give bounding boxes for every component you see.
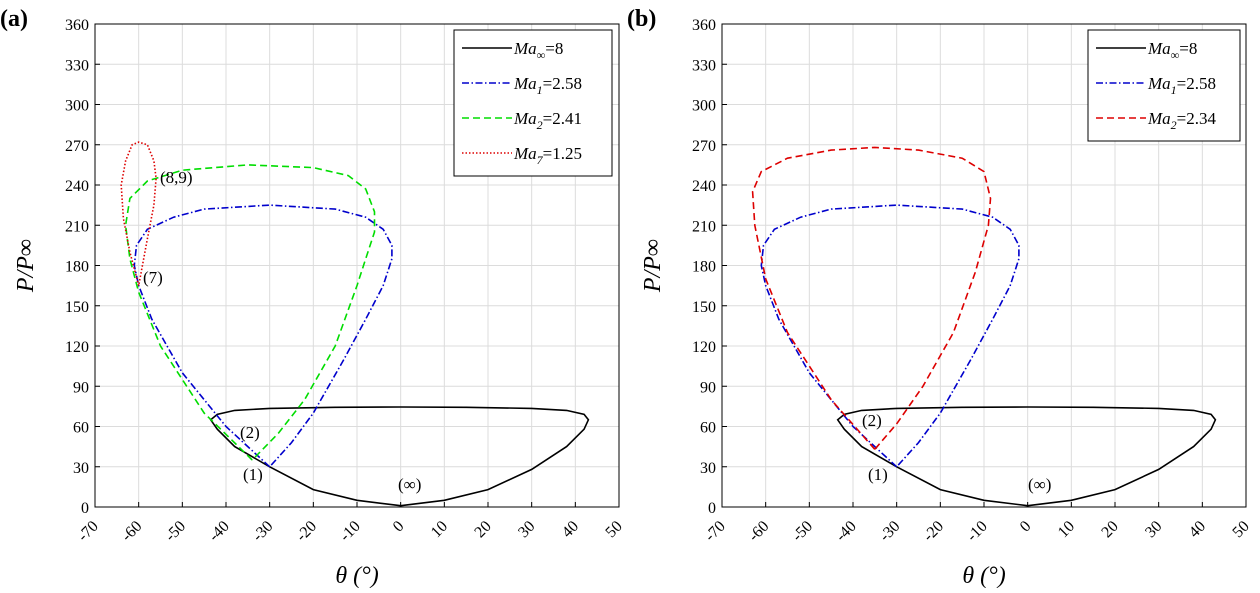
y-tick-label: 210 [692,218,716,235]
y-tick-label: 300 [65,98,89,115]
x-tick-label: -50 [162,518,189,545]
x-tick-label: -70 [702,518,729,545]
annotation: (2) [862,411,882,430]
x-tick-label: -30 [249,518,276,545]
x-axis-label: θ (°) [962,563,1005,588]
annotation: (∞) [1028,475,1051,494]
x-tick-label: -50 [789,518,816,545]
x-tick-label: 10 [1055,518,1078,541]
y-tick-label: 360 [692,17,716,34]
polar-curve [124,164,376,461]
x-tick-label: -20 [293,518,320,545]
annotation: (7) [143,268,163,287]
x-tick-label: 20 [471,518,494,541]
y-tick-label: 60 [73,420,89,437]
y-tick-label: 0 [708,500,716,517]
y-tick-label: 150 [692,299,716,316]
legend-label: Ma1=2.58 [513,74,582,97]
x-tick-label: -60 [118,518,145,545]
annotation: (1) [243,465,263,484]
polar-curve [133,204,393,468]
y-tick-label: 30 [73,460,89,477]
y-axis-label: P/P∞ [640,239,666,293]
y-tick-label: 120 [65,339,89,356]
x-tick-label: -40 [833,518,860,545]
x-axis-label: θ (°) [335,563,378,588]
polar-curve [836,406,1217,507]
y-tick-label: 180 [692,259,716,276]
legend-label: Ma7=1.25 [513,144,582,167]
annotation: (8,9) [160,168,193,187]
x-tick-label: 40 [559,518,582,541]
x-tick-label: -70 [75,518,102,545]
y-tick-label: 270 [65,138,89,155]
polar-curve [120,141,157,286]
y-tick-label: 120 [692,339,716,356]
y-tick-label: 360 [65,17,89,34]
y-tick-label: 30 [700,460,716,477]
legend-box [453,29,613,177]
y-tick-label: 60 [700,420,716,437]
y-tick-label: 210 [65,218,89,235]
y-tick-label: 90 [700,379,716,396]
x-tick-label: 10 [428,518,451,541]
legend-label: Ma1=2.58 [1147,74,1216,97]
polar-curve [209,406,590,507]
x-tick-label: 20 [1098,518,1121,541]
legend-label: Ma2=2.34 [1147,109,1217,132]
x-tick-label: 30 [1142,518,1165,541]
x-tick-label: 0 [390,518,408,536]
plot-frame [721,23,1247,508]
y-tick-label: 0 [81,500,89,517]
plot-frame [94,23,620,508]
y-tick-label: 330 [692,57,716,74]
y-tick-label: 270 [692,138,716,155]
y-tick-label: 90 [73,379,89,396]
y-tick-label: 180 [65,259,89,276]
y-tick-label: 330 [65,57,89,74]
panel-label: (a) [0,6,28,32]
x-tick-label: 30 [515,518,538,541]
x-tick-label: -20 [920,518,947,545]
y-axis-label: P/P∞ [13,239,39,293]
x-tick-label: -60 [745,518,772,545]
y-tick-label: 240 [65,178,89,195]
x-tick-label: -30 [876,518,903,545]
annotation: (1) [868,465,888,484]
x-tick-label: 40 [1186,518,1209,541]
x-tick-label: -40 [206,518,233,545]
panel-label: (b) [627,6,656,32]
polar-curve [751,146,992,450]
polar-curve [760,204,1020,468]
legend-label: Ma∞=8 [1147,39,1197,62]
x-tick-label: -10 [337,518,364,545]
x-tick-label: -10 [964,518,991,545]
x-tick-label: 50 [602,518,625,541]
annotation: (2) [240,423,260,442]
x-tick-label: 50 [1229,518,1252,541]
y-tick-label: 300 [692,98,716,115]
x-tick-label: 0 [1017,518,1035,536]
y-tick-label: 150 [65,299,89,316]
legend-label: Ma2=2.41 [513,109,582,132]
legend-label: Ma∞=8 [513,39,563,62]
y-tick-label: 240 [692,178,716,195]
annotation: (∞) [398,475,421,494]
